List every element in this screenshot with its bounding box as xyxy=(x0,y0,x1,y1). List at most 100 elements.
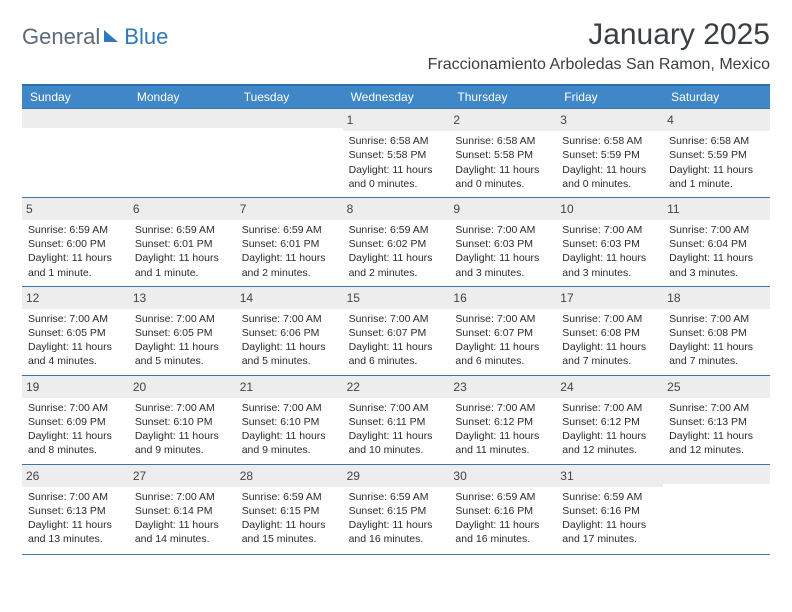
sunset-text: Sunset: 6:12 PM xyxy=(455,415,550,429)
day-number: 23 xyxy=(449,376,556,398)
daylight-text: Daylight: 11 hours and 5 minutes. xyxy=(135,340,230,368)
weekday-header-cell: Thursday xyxy=(449,86,556,108)
day-cell: 2Sunrise: 6:58 AMSunset: 5:58 PMDaylight… xyxy=(449,109,556,197)
daylight-text: Daylight: 11 hours and 8 minutes. xyxy=(28,429,123,457)
day-number: 11 xyxy=(663,198,770,220)
day-cell: 8Sunrise: 6:59 AMSunset: 6:02 PMDaylight… xyxy=(343,198,450,286)
brand-part2: Blue xyxy=(124,24,168,50)
day-cell: 4Sunrise: 6:58 AMSunset: 5:59 PMDaylight… xyxy=(663,109,770,197)
sunset-text: Sunset: 5:59 PM xyxy=(669,148,764,162)
day-number: 26 xyxy=(22,465,129,487)
day-cell: 5Sunrise: 6:59 AMSunset: 6:00 PMDaylight… xyxy=(22,198,129,286)
day-number: 24 xyxy=(556,376,663,398)
day-number: 18 xyxy=(663,287,770,309)
day-cell: 16Sunrise: 7:00 AMSunset: 6:07 PMDayligh… xyxy=(449,287,556,375)
sunrise-text: Sunrise: 6:59 AM xyxy=(242,490,337,504)
sunset-text: Sunset: 6:16 PM xyxy=(455,504,550,518)
sunset-text: Sunset: 6:01 PM xyxy=(135,237,230,251)
day-number: 3 xyxy=(556,109,663,131)
day-number: 21 xyxy=(236,376,343,398)
day-cell: 24Sunrise: 7:00 AMSunset: 6:12 PMDayligh… xyxy=(556,376,663,464)
day-cell: 12Sunrise: 7:00 AMSunset: 6:05 PMDayligh… xyxy=(22,287,129,375)
sunrise-text: Sunrise: 7:00 AM xyxy=(455,401,550,415)
daylight-text: Daylight: 11 hours and 16 minutes. xyxy=(349,518,444,546)
day-number: 15 xyxy=(343,287,450,309)
daylight-text: Daylight: 11 hours and 3 minutes. xyxy=(669,251,764,279)
calendar-body: 1Sunrise: 6:58 AMSunset: 5:58 PMDaylight… xyxy=(22,108,770,552)
day-cell xyxy=(22,109,129,197)
week-row: 5Sunrise: 6:59 AMSunset: 6:00 PMDaylight… xyxy=(22,197,770,286)
sunrise-text: Sunrise: 6:58 AM xyxy=(349,134,444,148)
sunrise-text: Sunrise: 7:00 AM xyxy=(135,312,230,326)
day-number: 13 xyxy=(129,287,236,309)
day-number: 14 xyxy=(236,287,343,309)
daylight-text: Daylight: 11 hours and 7 minutes. xyxy=(669,340,764,368)
weekday-header-cell: Monday xyxy=(129,86,236,108)
daylight-text: Daylight: 11 hours and 0 minutes. xyxy=(455,163,550,191)
sunset-text: Sunset: 6:07 PM xyxy=(349,326,444,340)
day-cell: 22Sunrise: 7:00 AMSunset: 6:11 PMDayligh… xyxy=(343,376,450,464)
sunrise-text: Sunrise: 7:00 AM xyxy=(28,401,123,415)
day-number xyxy=(663,465,770,484)
day-cell: 14Sunrise: 7:00 AMSunset: 6:06 PMDayligh… xyxy=(236,287,343,375)
day-number: 6 xyxy=(129,198,236,220)
sunset-text: Sunset: 6:11 PM xyxy=(349,415,444,429)
sunrise-text: Sunrise: 7:00 AM xyxy=(669,223,764,237)
daylight-text: Daylight: 11 hours and 17 minutes. xyxy=(562,518,657,546)
day-cell xyxy=(663,465,770,553)
sunset-text: Sunset: 6:08 PM xyxy=(669,326,764,340)
calendar-bottom-rule xyxy=(22,554,770,555)
day-cell: 28Sunrise: 6:59 AMSunset: 6:15 PMDayligh… xyxy=(236,465,343,553)
sunrise-text: Sunrise: 7:00 AM xyxy=(242,312,337,326)
brand-logo: General Blue xyxy=(22,24,168,50)
sunrise-text: Sunrise: 7:00 AM xyxy=(28,312,123,326)
month-title: January 2025 xyxy=(428,18,770,52)
weekday-header-cell: Wednesday xyxy=(343,86,450,108)
sunset-text: Sunset: 6:12 PM xyxy=(562,415,657,429)
day-cell: 6Sunrise: 6:59 AMSunset: 6:01 PMDaylight… xyxy=(129,198,236,286)
day-cell: 17Sunrise: 7:00 AMSunset: 6:08 PMDayligh… xyxy=(556,287,663,375)
sunset-text: Sunset: 6:16 PM xyxy=(562,504,657,518)
sunrise-text: Sunrise: 7:00 AM xyxy=(135,401,230,415)
daylight-text: Daylight: 11 hours and 4 minutes. xyxy=(28,340,123,368)
daylight-text: Daylight: 11 hours and 6 minutes. xyxy=(349,340,444,368)
day-cell: 26Sunrise: 7:00 AMSunset: 6:13 PMDayligh… xyxy=(22,465,129,553)
sunrise-text: Sunrise: 7:00 AM xyxy=(669,401,764,415)
week-row: 1Sunrise: 6:58 AMSunset: 5:58 PMDaylight… xyxy=(22,108,770,197)
daylight-text: Daylight: 11 hours and 14 minutes. xyxy=(135,518,230,546)
day-number: 28 xyxy=(236,465,343,487)
day-number xyxy=(236,109,343,128)
day-number: 22 xyxy=(343,376,450,398)
weekday-header-cell: Tuesday xyxy=(236,86,343,108)
weekday-header-cell: Friday xyxy=(556,86,663,108)
sunset-text: Sunset: 6:13 PM xyxy=(669,415,764,429)
daylight-text: Daylight: 11 hours and 0 minutes. xyxy=(349,163,444,191)
day-number: 10 xyxy=(556,198,663,220)
day-cell xyxy=(236,109,343,197)
day-cell: 30Sunrise: 6:59 AMSunset: 6:16 PMDayligh… xyxy=(449,465,556,553)
day-cell: 10Sunrise: 7:00 AMSunset: 6:03 PMDayligh… xyxy=(556,198,663,286)
day-number: 12 xyxy=(22,287,129,309)
sunrise-text: Sunrise: 6:58 AM xyxy=(455,134,550,148)
sunset-text: Sunset: 6:10 PM xyxy=(242,415,337,429)
sunset-text: Sunset: 6:04 PM xyxy=(669,237,764,251)
day-number: 25 xyxy=(663,376,770,398)
sunset-text: Sunset: 6:02 PM xyxy=(349,237,444,251)
sunrise-text: Sunrise: 7:00 AM xyxy=(669,312,764,326)
brand-part1: General xyxy=(22,24,100,50)
day-number: 19 xyxy=(22,376,129,398)
day-number: 9 xyxy=(449,198,556,220)
sunrise-text: Sunrise: 7:00 AM xyxy=(455,223,550,237)
sunset-text: Sunset: 6:08 PM xyxy=(562,326,657,340)
sunset-text: Sunset: 6:15 PM xyxy=(349,504,444,518)
day-cell: 23Sunrise: 7:00 AMSunset: 6:12 PMDayligh… xyxy=(449,376,556,464)
sunrise-text: Sunrise: 6:59 AM xyxy=(349,490,444,504)
week-row: 19Sunrise: 7:00 AMSunset: 6:09 PMDayligh… xyxy=(22,375,770,464)
sunset-text: Sunset: 6:07 PM xyxy=(455,326,550,340)
sunrise-text: Sunrise: 7:00 AM xyxy=(349,401,444,415)
day-cell: 3Sunrise: 6:58 AMSunset: 5:59 PMDaylight… xyxy=(556,109,663,197)
day-number: 29 xyxy=(343,465,450,487)
daylight-text: Daylight: 11 hours and 0 minutes. xyxy=(562,163,657,191)
sunrise-text: Sunrise: 7:00 AM xyxy=(562,223,657,237)
day-cell: 25Sunrise: 7:00 AMSunset: 6:13 PMDayligh… xyxy=(663,376,770,464)
